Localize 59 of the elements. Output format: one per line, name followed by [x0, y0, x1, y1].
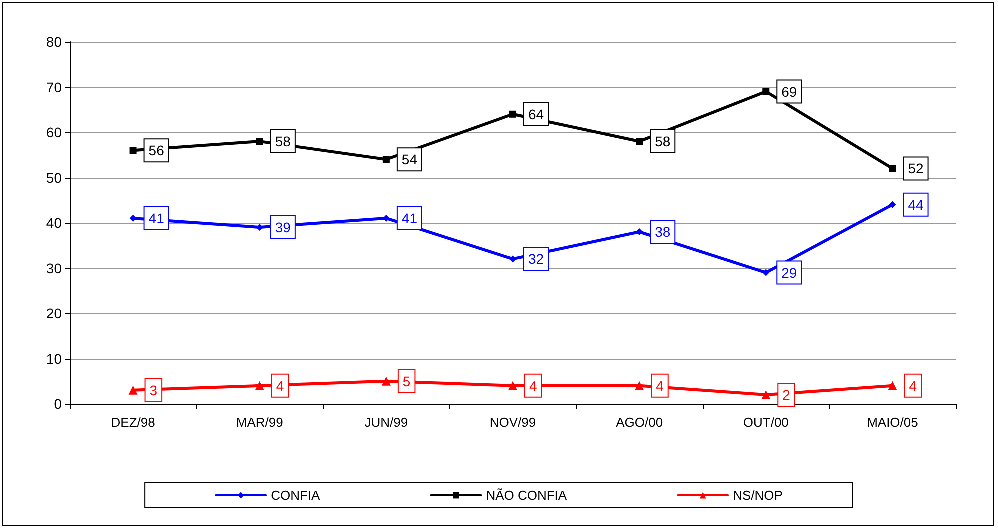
point	[130, 147, 137, 154]
legend-label: NS/NOP	[733, 488, 783, 503]
data-label: 41	[402, 210, 418, 226]
data-label: 32	[528, 251, 544, 268]
legend-label: CONFIA	[271, 488, 321, 503]
y-tick-label: 60	[46, 124, 62, 140]
data-label: 58	[275, 134, 292, 150]
point	[636, 228, 644, 236]
data-label: 4	[530, 378, 538, 394]
point	[508, 381, 518, 390]
y-tick-label: 70	[46, 79, 62, 96]
y-tick-label: 50	[46, 170, 62, 186]
data-label: 2	[782, 386, 791, 403]
data-label: 5	[402, 373, 411, 390]
legend-label: NÃO CONFIA	[486, 488, 568, 503]
y-tick-label: 30	[46, 260, 62, 276]
x-tick-label: AGO/00	[616, 415, 664, 430]
y-tick-label: 20	[46, 306, 62, 322]
data-label: 52	[908, 160, 924, 177]
data-label: 54	[402, 152, 418, 168]
data-label: 56	[148, 142, 165, 159]
x-tick-label: NOV/99	[490, 415, 536, 430]
data-label: 41	[148, 210, 165, 226]
data-label: 3	[150, 382, 158, 398]
point	[888, 381, 898, 390]
point	[762, 88, 770, 96]
data-label: 38	[655, 224, 671, 240]
data-label: 69	[782, 84, 798, 100]
data-label: 44	[908, 196, 924, 213]
point	[889, 165, 896, 172]
data-label: 39	[275, 220, 292, 236]
point	[256, 138, 264, 146]
point	[635, 381, 644, 390]
x-tick-label: MAR/99	[236, 415, 284, 430]
point	[255, 381, 264, 390]
data-label: 4	[276, 378, 284, 394]
data-label: 64	[528, 106, 544, 122]
y-tick-label: 80	[46, 34, 62, 50]
data-label: 29	[782, 264, 798, 281]
y-tick-label: 0	[54, 396, 62, 412]
y-tick-label: 10	[46, 350, 62, 367]
x-tick-label: MAIO/05	[867, 415, 918, 430]
point	[510, 256, 516, 263]
point	[128, 386, 138, 395]
point	[762, 390, 771, 400]
point	[762, 269, 770, 276]
point	[382, 156, 390, 164]
point	[130, 214, 137, 222]
point	[636, 138, 644, 146]
data-label: 58	[655, 134, 671, 150]
x-tick-label: OUT/00	[743, 415, 789, 430]
point	[382, 376, 391, 386]
y-tick-label: 40	[46, 215, 62, 231]
point	[889, 201, 896, 208]
x-tick-label: DEZ/98	[111, 415, 156, 430]
data-label: 4	[909, 378, 918, 394]
x-tick-label: JUN/99	[364, 415, 408, 430]
point	[510, 110, 516, 118]
data-label: 4	[656, 378, 664, 394]
